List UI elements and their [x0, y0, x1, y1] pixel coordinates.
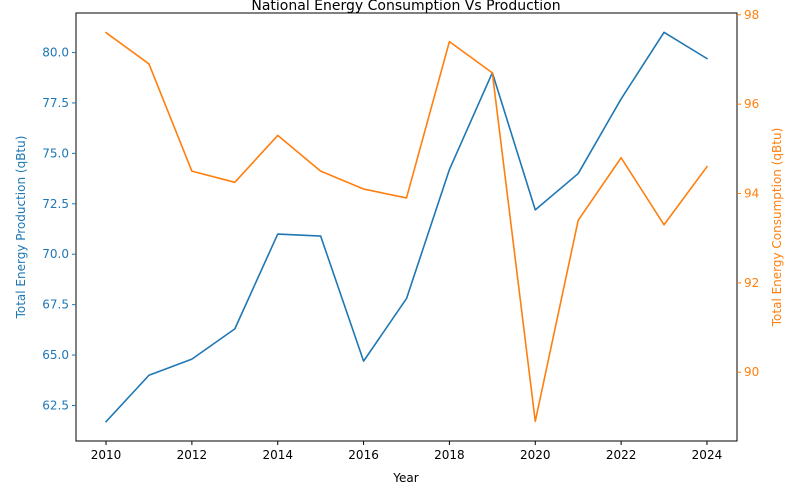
- x-tick-label: 2020: [520, 448, 551, 462]
- left-y-tick-label: 65.0: [42, 348, 69, 362]
- right-y-tick-label: 98: [744, 8, 759, 22]
- plot-frame: [75, 12, 738, 442]
- right-y-tick-label: 92: [744, 276, 759, 290]
- x-axis: 2010 2012 2014 2016 2018 2020 2022 2024: [91, 441, 722, 462]
- x-tick-label: 2012: [177, 448, 208, 462]
- left-y-tick-label: 72.5: [42, 197, 69, 211]
- series-line-production: [104, 31, 709, 423]
- plot-lines: [104, 31, 709, 423]
- left-y-tick-label: 70.0: [42, 247, 69, 261]
- right-y-tick-label: 96: [744, 97, 759, 111]
- x-tick-label: 2018: [434, 448, 465, 462]
- right-y-axis: 90 92 94 96 98: [737, 8, 759, 379]
- left-y-axis: 62.5 65.0 67.5 70.0 72.5 75.0 77.5 80.0: [42, 46, 76, 413]
- right-y-tick-label: 94: [744, 186, 759, 200]
- chart-title: National Energy Consumption Vs Productio…: [251, 0, 560, 14]
- x-tick-label: 2010: [91, 448, 122, 462]
- left-y-axis-title: Total Energy Production (qBtu): [14, 136, 28, 320]
- x-tick-label: 2022: [606, 448, 637, 462]
- x-tick-label: 2016: [348, 448, 379, 462]
- x-tick-label: 2024: [692, 448, 723, 462]
- x-axis-title: Year: [392, 471, 418, 485]
- left-y-tick-label: 77.5: [42, 96, 69, 110]
- x-tick-label: 2014: [262, 448, 293, 462]
- left-y-tick-label: 62.5: [42, 399, 69, 413]
- left-y-tick-label: 75.0: [42, 146, 69, 160]
- left-y-tick-label: 67.5: [42, 298, 69, 312]
- series-line-consumption: [104, 31, 709, 423]
- left-y-tick-label: 80.0: [42, 46, 69, 60]
- right-y-axis-title: Total Energy Consumption (qBtu): [770, 128, 784, 327]
- right-y-tick-label: 90: [744, 365, 759, 379]
